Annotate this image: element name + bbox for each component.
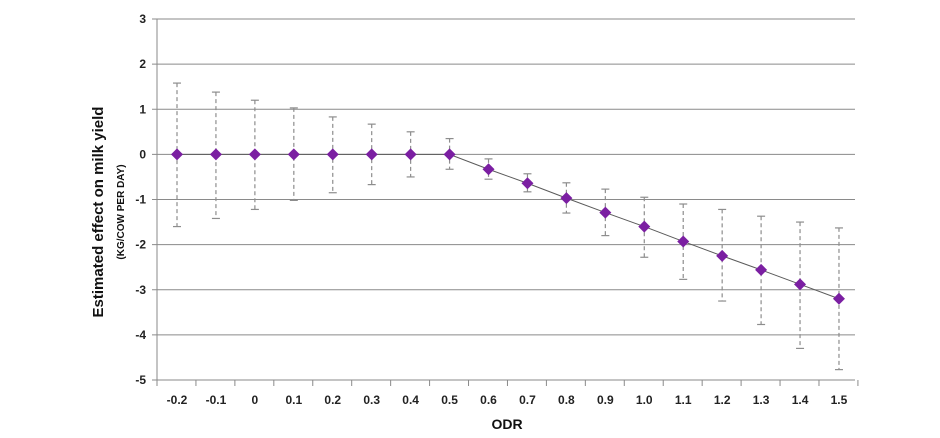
x-tick-label: 0.4	[402, 393, 419, 407]
data-point-marker	[599, 206, 612, 219]
data-point-marker	[326, 148, 339, 161]
data-point-marker	[209, 148, 222, 161]
data-point-marker	[404, 148, 417, 161]
x-tick-label: 0.9	[597, 393, 614, 407]
data-point-marker	[716, 249, 729, 262]
error-bars	[173, 82, 843, 371]
data-point-marker	[365, 148, 378, 161]
x-tick-label: 0.8	[558, 393, 575, 407]
y-tick-label: -4	[135, 328, 146, 342]
data-point-marker	[443, 148, 456, 161]
y-axis-subtitle-group: (KG/COW PER DAY)	[116, 164, 127, 259]
series-line	[177, 153, 840, 300]
data-point-marker	[171, 148, 183, 161]
x-tick-label: 1.5	[831, 393, 848, 407]
data-point-marker	[794, 278, 807, 291]
data-point-marker	[638, 220, 651, 233]
data-point-marker	[677, 235, 690, 248]
y-tick-label: 2	[139, 57, 146, 71]
x-tick-label: 0.5	[441, 393, 458, 407]
y-axis-title-group: Estimated effect on milk yield	[90, 107, 107, 318]
data-point-marker	[755, 263, 768, 276]
y-tick-label: -3	[135, 283, 146, 297]
x-tick-label: 0.1	[285, 393, 302, 407]
y-tick-label: 0	[139, 147, 146, 161]
series-polyline	[177, 153, 840, 300]
y-axis-subtitle: (KG/COW PER DAY)	[116, 164, 127, 259]
x-tick-label: 0.6	[480, 393, 497, 407]
data-point-marker	[248, 148, 261, 161]
x-tick-label: 1.2	[714, 393, 731, 407]
x-tick-label: 1.4	[792, 393, 809, 407]
x-tick-label: 0	[252, 393, 259, 407]
data-point-marker	[832, 292, 845, 305]
x-tick-label: 1.0	[636, 393, 653, 407]
data-point-marker	[287, 148, 300, 161]
x-tick-label: 0.7	[519, 393, 536, 407]
data-point-marker	[482, 163, 495, 176]
x-tick-label: 0.2	[324, 393, 341, 407]
y-tick-label: -5	[135, 373, 146, 387]
x-tick-label: 1.3	[753, 393, 770, 407]
y-tick-label: -1	[135, 193, 146, 207]
data-points	[171, 148, 845, 305]
x-tick-label: 1.1	[675, 393, 692, 407]
gridlines	[156, 18, 855, 381]
y-axis-ticks: 3 2 1 0 -1 -2 -3 -4 -5	[135, 12, 157, 387]
data-point-marker	[521, 177, 534, 190]
x-tick-label: 0.3	[363, 393, 380, 407]
x-axis-ticks: -0.2 -0.1 0 0.1 0.2 0.3 0.4 0.5 0.6 0.7 0.8 0.9 1.0 1…	[156, 380, 859, 407]
y-tick-label: -2	[135, 238, 146, 252]
data-point-marker	[560, 192, 573, 205]
y-tick-label: 1	[139, 102, 146, 116]
x-axis-title: ODR	[491, 416, 522, 432]
x-tick-label: -0.1	[206, 393, 227, 407]
y-tick-label: 3	[139, 12, 146, 26]
y-axis-title: Estimated effect on milk yield	[90, 107, 107, 318]
x-tick-label: -0.2	[167, 393, 188, 407]
